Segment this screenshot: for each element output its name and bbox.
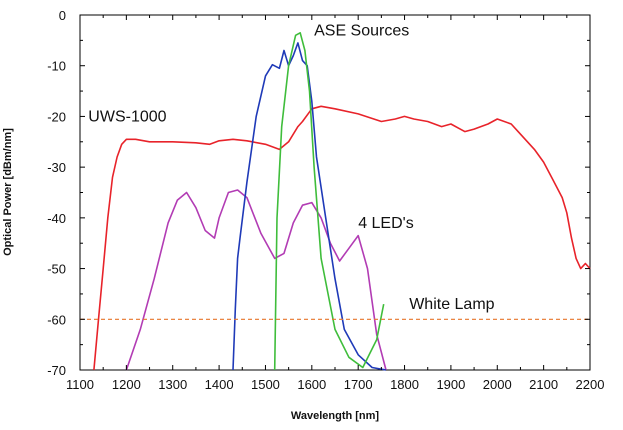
x-tick-label: 2200 bbox=[576, 377, 605, 392]
x-tick-label: 2100 bbox=[529, 377, 558, 392]
x-axis-title: Wavelength [nm] bbox=[291, 410, 380, 422]
annotation-white-lamp: White Lamp bbox=[409, 296, 494, 313]
ticks-layer bbox=[79, 14, 591, 371]
plot-frame bbox=[79, 14, 591, 371]
y-tick-label: -60 bbox=[47, 312, 66, 327]
y-tick-label: 0 bbox=[59, 8, 66, 23]
annotation-layer: ASE Sources UWS-1000 4 LED's White Lamp bbox=[88, 22, 494, 313]
y-tick-label: -30 bbox=[47, 160, 66, 175]
x-tick-label: 1800 bbox=[390, 377, 419, 392]
y-axis-title: Optical Power [dBm/nm] bbox=[2, 128, 14, 256]
annotation-uws-1000: UWS-1000 bbox=[88, 109, 166, 126]
y-tick-label: -10 bbox=[47, 59, 66, 74]
series-layer bbox=[80, 31, 591, 371]
x-tick-label: 1100 bbox=[66, 377, 94, 392]
series-line-ase-green bbox=[273, 31, 385, 371]
x-tick-label: 2000 bbox=[483, 377, 512, 392]
x-tick-label: 1600 bbox=[297, 377, 326, 392]
y-tick-label: -50 bbox=[47, 262, 66, 277]
x-tick-label: 1400 bbox=[205, 377, 234, 392]
x-tick-label: 1200 bbox=[112, 377, 141, 392]
x-tick-label: 1300 bbox=[158, 377, 187, 392]
series-line-ase bbox=[232, 42, 387, 371]
annotation-4-leds: 4 LED's bbox=[358, 215, 414, 232]
labels-layer: 1100 1200 1300 1400 1500 1600 1700 1800 1900 2000… bbox=[47, 8, 604, 392]
x-tick-label: 1700 bbox=[344, 377, 373, 392]
y-tick-label: -40 bbox=[47, 211, 66, 226]
annotation-ase-sources: ASE Sources bbox=[314, 22, 409, 39]
x-tick-label: 1900 bbox=[436, 377, 465, 392]
series-line-uws bbox=[93, 105, 591, 371]
x-tick-label: 1500 bbox=[251, 377, 280, 392]
y-tick-label: -70 bbox=[47, 363, 66, 378]
series-line-leds bbox=[125, 189, 387, 371]
y-tick-label: -20 bbox=[47, 109, 66, 124]
